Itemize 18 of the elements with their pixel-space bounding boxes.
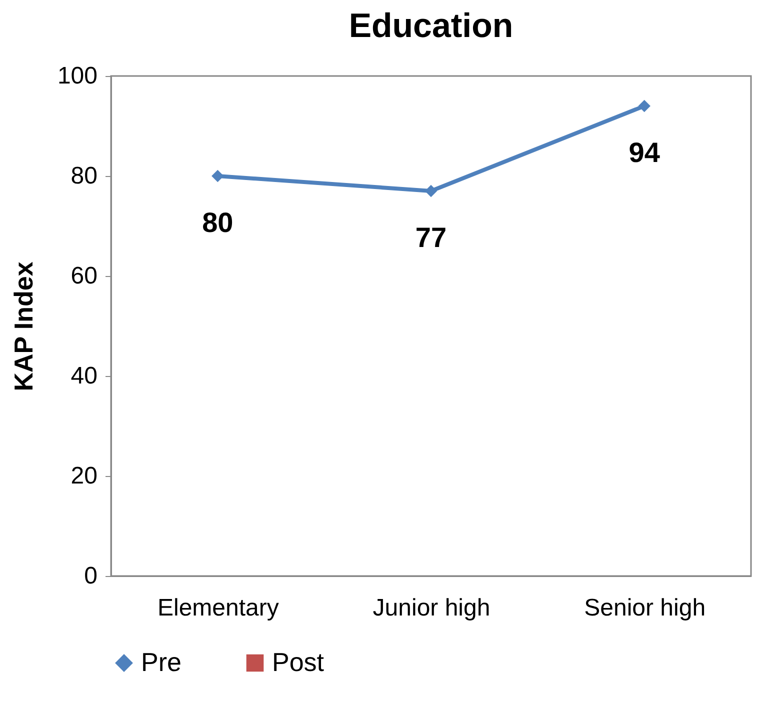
y-tick-label: 80 <box>70 162 98 190</box>
data-label: 77 <box>415 222 447 253</box>
y-tick-label: 40 <box>70 362 98 390</box>
x-tick-label: Senior high <box>584 594 706 622</box>
x-tick-label: Elementary <box>157 594 279 622</box>
data-label: 94 <box>628 137 660 168</box>
legend-label: Post <box>272 647 325 677</box>
y-axis-title: KAP Index <box>8 261 38 392</box>
legend-label: Pre <box>141 647 182 677</box>
y-tick-label: 0 <box>84 562 98 590</box>
point <box>638 100 650 112</box>
y-tick-label: 60 <box>70 262 98 290</box>
chart-title: Education <box>348 7 514 45</box>
x-tick-label: Junior high <box>372 594 490 622</box>
y-tick-label: 100 <box>57 62 98 90</box>
y-tick-label: 20 <box>70 462 98 490</box>
point <box>212 170 224 182</box>
data-label: 80 <box>202 207 234 238</box>
